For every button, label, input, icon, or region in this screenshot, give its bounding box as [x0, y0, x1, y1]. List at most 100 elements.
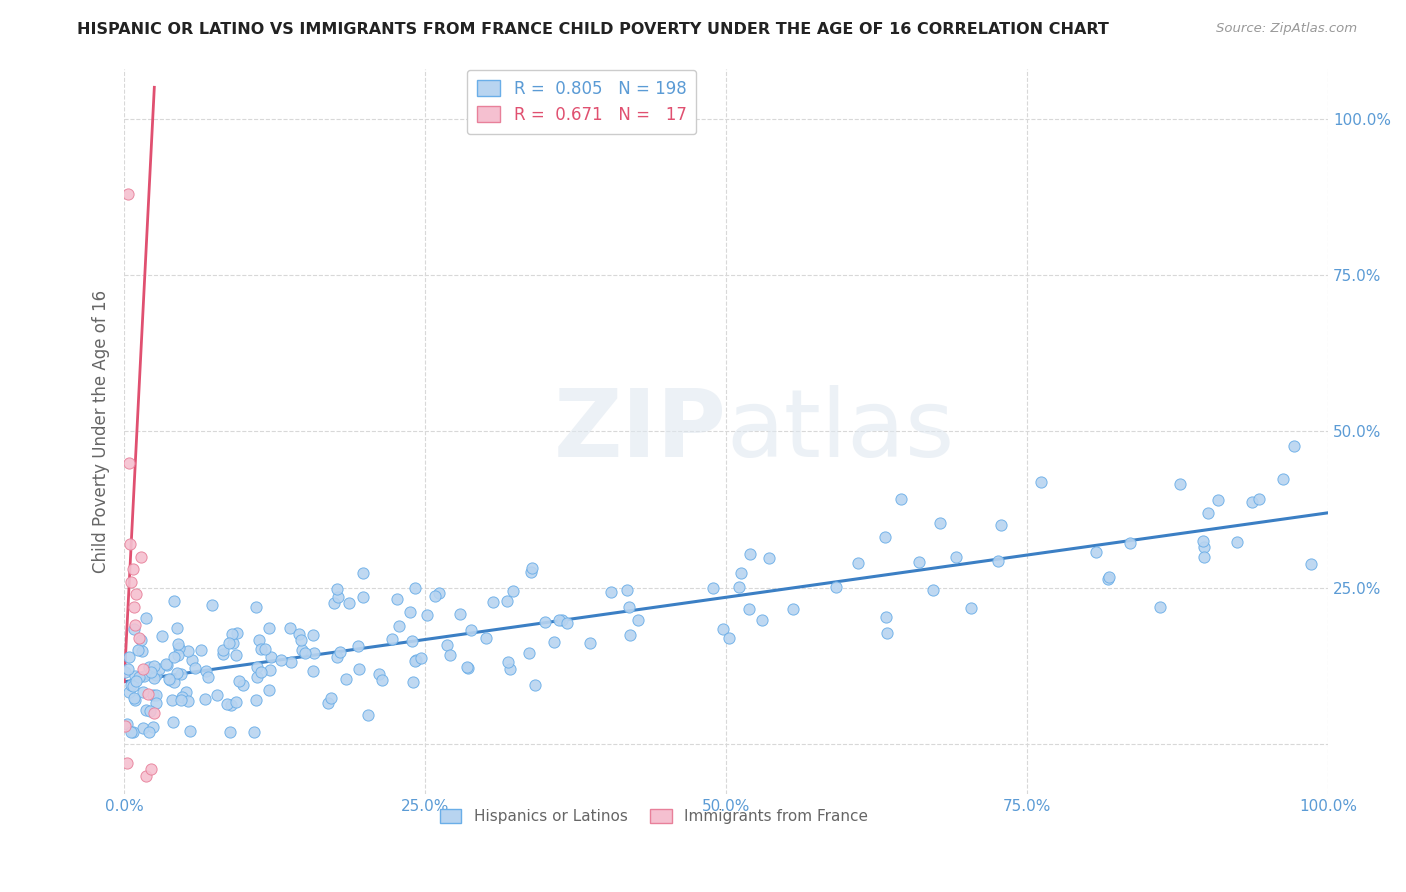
Point — [738, 602, 761, 616]
Point — [280, 655, 302, 669]
Point — [225, 695, 247, 709]
Point — [129, 549, 152, 564]
Point — [728, 580, 751, 594]
Point — [142, 721, 165, 735]
Point — [120, 574, 142, 589]
Point — [250, 665, 273, 679]
Point — [456, 660, 478, 674]
Point — [142, 688, 165, 702]
Point — [121, 562, 143, 576]
Point — [260, 649, 283, 664]
Point — [1194, 550, 1216, 565]
Point — [127, 643, 149, 657]
Point — [179, 724, 201, 739]
Point — [496, 594, 519, 608]
Point — [124, 618, 146, 632]
Point — [128, 670, 150, 684]
Point — [349, 662, 371, 676]
Point — [436, 638, 458, 652]
Point — [257, 621, 280, 635]
Point — [381, 632, 404, 646]
Point — [304, 646, 326, 660]
Point — [352, 566, 374, 580]
Point — [124, 669, 146, 683]
Point — [555, 616, 578, 631]
Point — [1119, 535, 1142, 549]
Point — [890, 492, 912, 507]
Point — [1194, 540, 1216, 554]
Point — [145, 696, 167, 710]
Point — [323, 596, 346, 610]
Point — [177, 644, 200, 658]
Point — [215, 697, 238, 711]
Point — [987, 554, 1010, 568]
Point — [290, 632, 312, 647]
Point — [121, 724, 143, 739]
Point — [457, 661, 479, 675]
Point — [114, 665, 136, 679]
Point — [875, 530, 897, 544]
Point — [118, 456, 141, 470]
Point — [125, 674, 148, 689]
Point — [128, 631, 150, 645]
Point — [409, 651, 432, 665]
Point — [522, 561, 544, 575]
Point — [423, 589, 446, 603]
Point — [326, 590, 349, 604]
Point — [335, 672, 357, 686]
Point — [385, 592, 408, 607]
Point — [326, 582, 349, 596]
Point — [405, 653, 427, 667]
Point — [368, 667, 391, 681]
Point — [167, 648, 190, 663]
Point — [1206, 492, 1229, 507]
Point — [135, 769, 157, 783]
Point — [122, 622, 145, 636]
Point — [257, 683, 280, 698]
Point — [460, 623, 482, 637]
Point — [135, 702, 157, 716]
Point — [120, 537, 142, 551]
Point — [120, 678, 142, 692]
Point — [1097, 572, 1119, 586]
Point — [211, 647, 233, 661]
Point — [1249, 491, 1271, 506]
Point — [1149, 600, 1171, 615]
Point — [551, 613, 574, 627]
Point — [139, 762, 162, 776]
Point — [136, 687, 159, 701]
Point — [170, 693, 193, 707]
Point — [155, 657, 177, 672]
Point — [159, 673, 181, 688]
Point — [329, 645, 352, 659]
Point — [143, 706, 166, 720]
Point — [1226, 534, 1249, 549]
Point — [167, 637, 190, 651]
Point — [115, 717, 138, 731]
Point — [174, 685, 197, 699]
Point — [404, 654, 426, 668]
Point — [302, 665, 325, 679]
Point — [922, 582, 945, 597]
Point — [1192, 534, 1215, 549]
Point — [1197, 506, 1219, 520]
Legend: Hispanics or Latinos, Immigrants from France: Hispanics or Latinos, Immigrants from Fr… — [434, 803, 875, 830]
Point — [846, 556, 869, 570]
Point — [177, 694, 200, 708]
Point — [228, 674, 250, 689]
Point — [287, 627, 309, 641]
Point — [138, 660, 160, 674]
Point — [148, 662, 170, 676]
Point — [519, 646, 541, 660]
Point — [170, 667, 193, 681]
Point — [243, 724, 266, 739]
Point — [302, 628, 325, 642]
Point — [439, 648, 461, 662]
Point — [502, 583, 524, 598]
Point — [619, 627, 641, 641]
Point — [449, 607, 471, 622]
Point — [122, 691, 145, 706]
Point — [135, 611, 157, 625]
Point — [824, 580, 846, 594]
Point — [117, 662, 139, 676]
